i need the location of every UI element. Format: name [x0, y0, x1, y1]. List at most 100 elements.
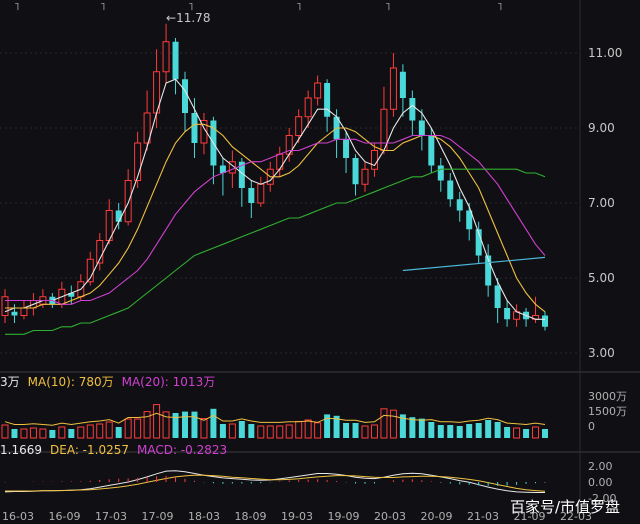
volume-bar — [389, 409, 397, 439]
price-tick-label: 3.00 — [588, 346, 615, 360]
volume-bar — [409, 417, 416, 438]
volume-bar — [418, 418, 425, 438]
volume-bar — [513, 427, 521, 439]
volume-bar — [77, 426, 85, 439]
x-axis-date-label: 20-09 — [421, 510, 453, 523]
price-tick-label: 7.00 — [588, 196, 615, 210]
volume-bar — [20, 428, 28, 439]
volume-bar — [542, 429, 548, 438]
ma-line-ma60 — [5, 168, 546, 335]
candle-body-up — [134, 142, 142, 181]
volume-bar — [115, 427, 122, 438]
candle-body-up — [361, 168, 369, 185]
volume-bar — [437, 425, 444, 438]
volume-bar — [504, 427, 511, 438]
volume-bar — [49, 430, 56, 438]
volume-bar — [248, 424, 255, 438]
volume-bar — [143, 411, 151, 439]
volume-bar — [257, 425, 265, 439]
candle-body-down — [428, 135, 435, 166]
volume-bar — [266, 425, 274, 439]
ma-line-ma10 — [5, 123, 546, 313]
candle-body-down — [182, 79, 188, 113]
x-axis-date-label: 17-03 — [95, 510, 127, 523]
event-marker: ˥ — [14, 0, 19, 13]
candle-body-down — [447, 180, 454, 200]
volume-bar — [352, 423, 359, 438]
volume-bar — [466, 424, 473, 438]
candle-body-down — [343, 139, 350, 158]
volume-ma-line — [4, 412, 546, 426]
volume-tick-label: 3000万 — [588, 390, 627, 403]
volume-tick-label: 0 — [588, 420, 595, 433]
candle-body-down — [542, 315, 548, 327]
candle-body-up — [370, 150, 378, 170]
x-axis-date-label: 19-03 — [281, 510, 313, 523]
ma-line-ma5 — [4, 78, 545, 320]
x-axis-date-label: 21-09 — [514, 510, 546, 523]
candle-body-down — [456, 199, 463, 211]
candle-body-down — [248, 188, 255, 203]
macd-legend-item: DEA: -1.0257 — [50, 443, 129, 457]
event-marker: ˥ — [497, 0, 502, 13]
candle-body-down — [485, 255, 492, 286]
candle-body-up — [295, 116, 303, 136]
volume-bar — [68, 429, 75, 438]
volume-bar — [162, 411, 170, 439]
reference-line — [402, 256, 546, 272]
volume-bar — [134, 418, 142, 439]
candle-body-down — [399, 71, 406, 98]
volume-bar — [485, 420, 492, 438]
candle-body-down — [11, 311, 18, 316]
volume-bar — [447, 425, 454, 438]
candle-body-down — [172, 41, 179, 80]
macd-tick-label: 2.00 — [588, 460, 613, 473]
x-axis-date-label: 20-03 — [374, 510, 406, 523]
candle-body-up — [304, 97, 312, 118]
volume-bar — [238, 421, 245, 438]
volume-bar — [153, 404, 161, 439]
candle-body-down — [68, 293, 75, 297]
volume-bar — [39, 428, 47, 439]
event-marker: ˥ — [385, 0, 390, 13]
candle-body-down — [191, 113, 198, 143]
volume-bar — [475, 423, 482, 438]
volume-bar — [1, 424, 9, 439]
volume-bar — [380, 408, 388, 439]
volume-bar — [105, 421, 113, 439]
candle-body-up — [86, 258, 94, 283]
candle-body-down — [494, 285, 501, 308]
candle-body-down — [409, 98, 416, 121]
watermark-text: 百家号/市值罗盘 — [510, 498, 620, 516]
volume-legend-item: 3万 — [0, 375, 20, 389]
price-tick-label: 9.00 — [588, 121, 615, 135]
event-marker: ˥ — [188, 0, 193, 13]
macd-legend-item: MACD: -0.2823 — [137, 443, 227, 457]
volume-bar — [86, 424, 94, 439]
candle-body-down — [219, 165, 226, 173]
volume-bar — [191, 411, 198, 438]
volume-bar — [124, 418, 132, 439]
candle-body-up — [96, 240, 104, 264]
x-axis-date-label: 22-03 — [560, 510, 592, 523]
macd-dea-line — [5, 474, 546, 492]
volume-bar — [210, 408, 217, 438]
x-axis-date-label: 17-09 — [142, 510, 174, 523]
volume-legend-item: MA(10): 780万 — [28, 375, 114, 389]
volume-bar — [532, 426, 540, 439]
candle-body-up — [162, 41, 170, 73]
x-axis-date-label: 18-03 — [188, 510, 220, 523]
volume-bar — [304, 419, 312, 439]
volume-bar — [494, 422, 501, 438]
candle-body-up — [143, 112, 151, 144]
volume-bar — [314, 422, 322, 439]
volume-bar — [29, 427, 37, 439]
candle-body-up — [389, 67, 397, 110]
volume-bar — [370, 424, 378, 439]
max-price-marker: ←11.78 — [166, 11, 210, 25]
macd-legend-item: 1.1669 — [0, 443, 42, 457]
volume-bar — [399, 414, 406, 438]
macd-tick-label: 0.00 — [588, 476, 613, 489]
candle-body-up — [1, 296, 9, 316]
